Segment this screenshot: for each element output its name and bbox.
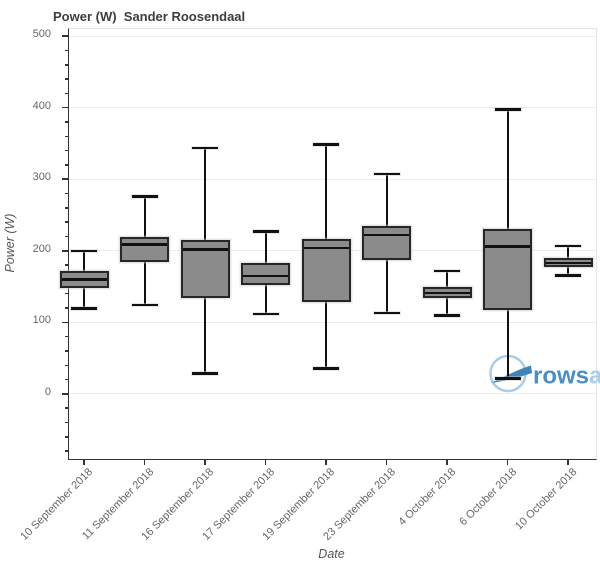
x-tick <box>506 459 509 465</box>
y-major-tick <box>62 393 69 395</box>
x-tick <box>446 459 448 465</box>
y-major-tick <box>62 321 69 324</box>
whisker-cap-top <box>373 172 400 176</box>
y-minor-tick <box>65 421 69 424</box>
x-tick-label: 10 October 2018 <box>513 466 580 533</box>
x-tick <box>83 459 85 465</box>
y-minor-tick <box>65 64 69 66</box>
y-minor-tick <box>65 350 69 352</box>
whisker-cap-bottom <box>252 312 279 316</box>
median-line <box>122 243 167 246</box>
y-major-tick <box>62 250 69 252</box>
x-tick <box>143 459 146 465</box>
y-major-tick <box>62 35 69 37</box>
boxes-layer <box>59 29 596 459</box>
y-tick-label: 500 <box>32 28 51 41</box>
box <box>301 238 351 303</box>
y-tick-label: 0 <box>44 385 51 398</box>
whisker-cap-bottom <box>434 314 460 317</box>
box <box>362 225 411 261</box>
x-tick-label: 6 October 2018 <box>456 466 519 529</box>
y-minor-tick <box>65 292 69 295</box>
y-minor-tick <box>65 264 69 266</box>
median-line <box>545 261 591 265</box>
x-tick <box>264 459 267 465</box>
y-minor-tick <box>65 235 69 238</box>
y-gridline <box>69 107 596 109</box>
whisker-cap-bottom <box>313 367 339 370</box>
whisker-cap-top <box>434 269 460 273</box>
whisker-cap-bottom <box>71 307 97 310</box>
x-axis-title: Date <box>318 547 345 561</box>
whisker-cap-top <box>131 195 158 198</box>
whisker-cap-bottom <box>555 274 581 277</box>
whisker-cap-bottom <box>192 372 218 375</box>
y-minor-tick <box>65 121 69 123</box>
x-tick <box>385 459 388 465</box>
median-line <box>303 246 349 250</box>
y-minor-tick <box>65 192 69 195</box>
median-line <box>424 291 470 295</box>
box <box>120 237 169 263</box>
y-minor-tick <box>65 407 69 409</box>
y-minor-tick <box>65 307 69 309</box>
box <box>241 262 290 286</box>
y-tick-label: 400 <box>32 99 51 112</box>
whisker-cap-top <box>252 230 279 233</box>
x-tick-label: 4 October 2018 <box>396 466 459 529</box>
y-major-tick <box>62 178 69 180</box>
median-line <box>243 274 288 278</box>
y-minor-tick <box>65 78 69 80</box>
whisker-cap-bottom <box>131 303 158 307</box>
whisker-cap-top <box>555 244 581 248</box>
median-line <box>485 245 530 248</box>
y-gridline <box>69 321 596 323</box>
median-line <box>182 248 228 251</box>
y-gridline <box>69 178 596 180</box>
whisker-cap-top <box>192 146 218 150</box>
y-minor-tick <box>65 149 69 152</box>
y-major-tick <box>62 106 69 109</box>
y-gridline <box>69 35 596 37</box>
whisker-cap-top <box>313 143 339 146</box>
y-minor-tick <box>65 92 69 95</box>
x-tick <box>325 459 327 465</box>
y-minor-tick <box>65 207 69 209</box>
y-minor-tick <box>65 378 69 381</box>
median-line <box>364 233 409 237</box>
whisker-cap-top <box>494 108 521 111</box>
y-minor-tick <box>65 49 69 52</box>
logo-text: rowsandall <box>533 363 600 390</box>
y-minor-tick <box>65 364 69 367</box>
y-minor-tick <box>65 164 69 166</box>
median-line <box>61 278 107 281</box>
y-minor-tick <box>65 436 69 438</box>
y-gridline <box>69 393 596 395</box>
whisker-cap-bottom <box>494 377 521 380</box>
logo-text-primary: rows <box>533 363 589 390</box>
whisker-cap-top <box>71 249 97 253</box>
x-tick <box>567 459 569 465</box>
y-minor-tick <box>65 221 69 223</box>
y-tick-label: 100 <box>32 314 51 327</box>
box <box>483 229 532 311</box>
whisker-cap-bottom <box>373 311 400 315</box>
plot-area <box>59 28 597 465</box>
y-minor-tick <box>65 335 69 338</box>
x-tick <box>204 459 206 465</box>
chart-title: Power (W) Sander Roosendaal <box>53 9 246 24</box>
y-tick-label: 300 <box>32 171 51 184</box>
y-tick-label: 200 <box>32 242 51 255</box>
logo-text-secondary: andall <box>589 363 600 390</box>
y-minor-tick <box>65 135 69 138</box>
y-minor-tick <box>65 450 69 452</box>
